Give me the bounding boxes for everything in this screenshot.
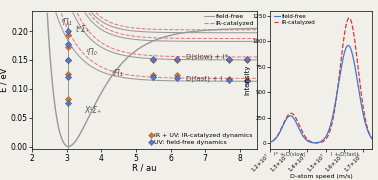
Text: t²Σ₊: t²Σ₊	[75, 25, 90, 34]
Text: ³Π₁: ³Π₁	[112, 69, 124, 78]
Legend: field-free, IR-catalyzed: field-free, IR-catalyzed	[271, 12, 318, 28]
Legend: IR + UV: IR-catalyzed dynamics, UV: field-free dynamics: IR + UV: IR-catalyzed dynamics, UV: fiel…	[147, 130, 255, 148]
Text: D(slow) + I*: D(slow) + I*	[186, 54, 228, 60]
Text: D(fast) + I: D(fast) + I	[186, 75, 222, 82]
Y-axis label: Intensity: Intensity	[245, 65, 251, 95]
X-axis label: R / au: R / au	[132, 164, 157, 173]
Text: ¹Π₀: ¹Π₀	[86, 48, 98, 57]
Text: I* + D(slow): I* + D(slow)	[274, 152, 306, 158]
X-axis label: D-atom speed (m/s): D-atom speed (m/s)	[290, 174, 353, 179]
Y-axis label: E / eV: E / eV	[0, 68, 8, 92]
Text: X¹Σ₊: X¹Σ₊	[84, 106, 101, 115]
Text: ¹Π₁: ¹Π₁	[60, 18, 72, 27]
Text: I + D(fast): I + D(fast)	[331, 152, 358, 158]
